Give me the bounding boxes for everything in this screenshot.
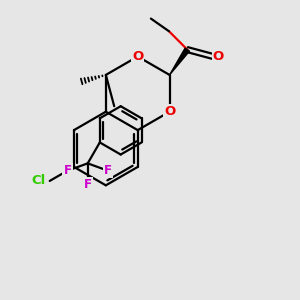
Text: F: F	[104, 164, 112, 177]
Text: O: O	[213, 50, 224, 63]
Text: F: F	[84, 178, 92, 191]
Text: Cl: Cl	[31, 174, 45, 188]
Text: F: F	[64, 164, 71, 177]
Text: O: O	[132, 50, 143, 63]
Polygon shape	[169, 48, 190, 75]
Text: O: O	[164, 105, 175, 118]
